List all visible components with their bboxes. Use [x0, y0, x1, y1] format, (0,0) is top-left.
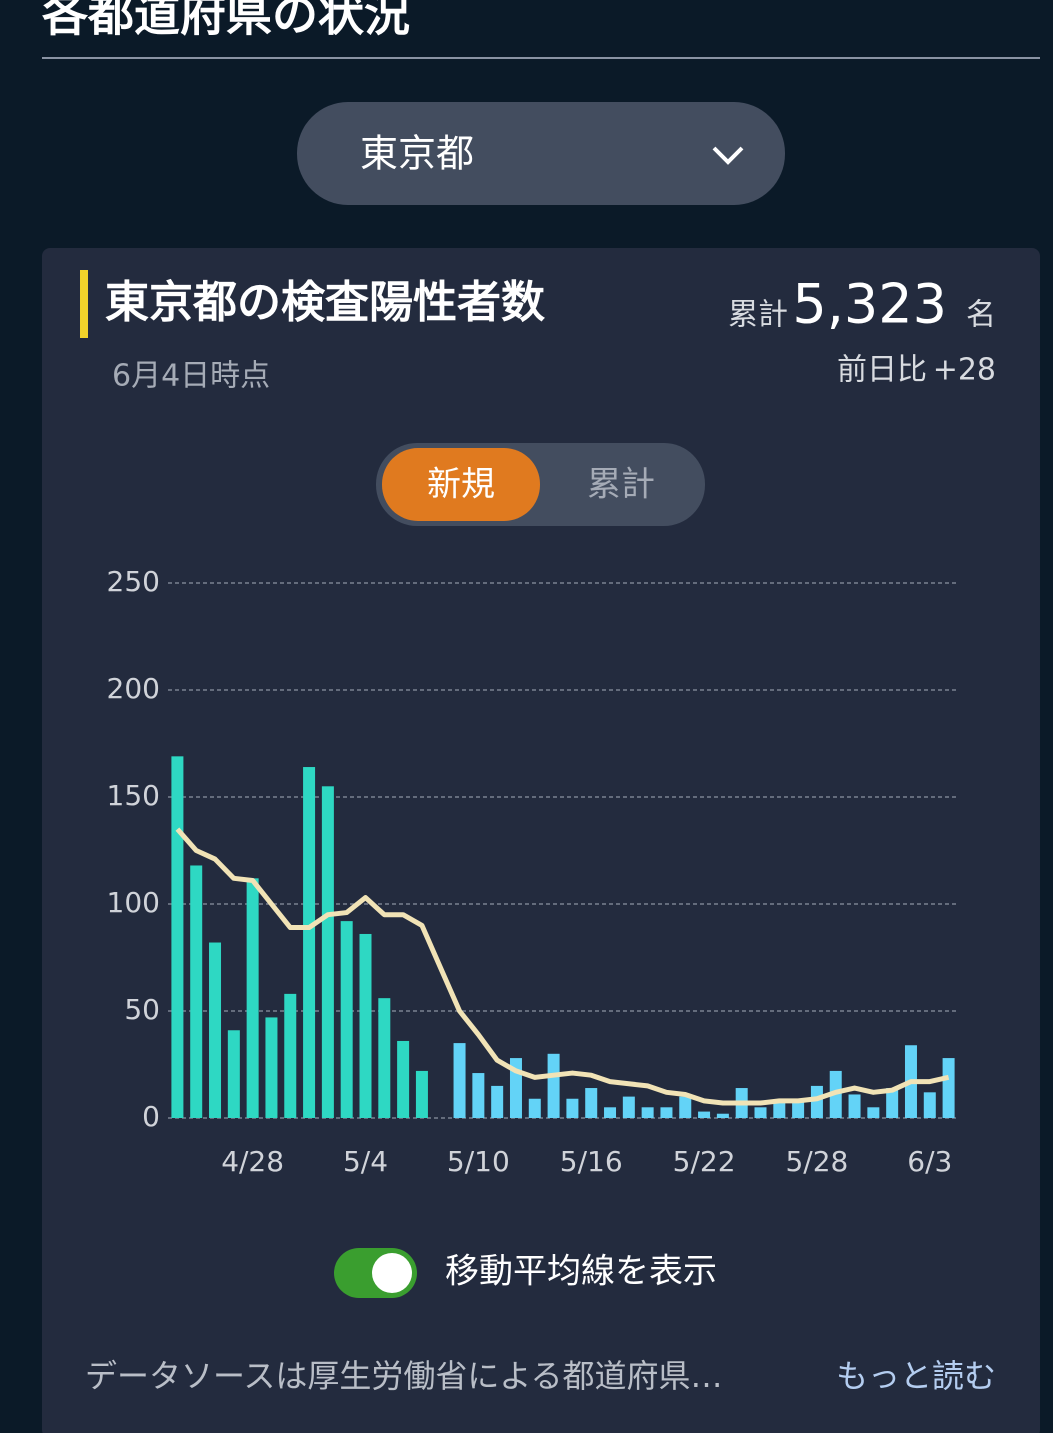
- as-of: 6月4日時点: [112, 359, 270, 394]
- bar: [547, 1053, 560, 1118]
- bar: [171, 756, 184, 1118]
- title-rule: [42, 57, 1040, 59]
- y-tick-label: 0: [142, 1100, 160, 1133]
- bar: [792, 1100, 805, 1118]
- bar: [340, 921, 353, 1118]
- accent-bar: [80, 270, 88, 338]
- y-tick-label: 200: [107, 672, 160, 705]
- bar: [472, 1073, 485, 1118]
- x-tick-label: 5/28: [785, 1145, 848, 1178]
- bar: [622, 1096, 635, 1118]
- bar: [867, 1107, 880, 1118]
- x-tick-label: 5/10: [447, 1145, 510, 1178]
- read-more[interactable]: もっと読む: [836, 1357, 996, 1395]
- toggle-knob[interactable]: [372, 1253, 412, 1293]
- change-label: 前日比: [837, 353, 927, 388]
- bar: [698, 1111, 711, 1118]
- bar: [716, 1113, 729, 1118]
- tab-label[interactable]: 累計: [587, 465, 655, 505]
- bar: [397, 1040, 410, 1118]
- bar: [209, 942, 222, 1118]
- bar: [303, 767, 316, 1118]
- bar: [227, 1030, 240, 1118]
- bar: [585, 1088, 598, 1118]
- x-tick-label: 6/3: [907, 1145, 952, 1178]
- bar: [284, 993, 297, 1118]
- x-tick-label: 4/28: [221, 1145, 284, 1178]
- bar: [923, 1092, 936, 1118]
- bar: [190, 865, 203, 1118]
- total-unit: 名: [966, 298, 996, 333]
- bar: [566, 1098, 579, 1118]
- bar: [378, 998, 391, 1118]
- bar: [359, 933, 372, 1118]
- moving-average-line: [175, 827, 950, 1106]
- change-value: +28: [933, 353, 996, 388]
- chevron: [712, 146, 744, 165]
- bar: [453, 1043, 466, 1118]
- y-tick-label: 100: [107, 886, 160, 919]
- bar: [660, 1107, 673, 1118]
- y-tick-label: 150: [107, 779, 160, 812]
- x-tick-label: 5/22: [673, 1145, 736, 1178]
- bar: [754, 1107, 767, 1118]
- bar: [604, 1107, 617, 1118]
- tab-active[interactable]: [382, 448, 540, 521]
- select-value: 東京都: [360, 132, 474, 176]
- source-note: データソースは厚生労働省による都道府県…: [85, 1357, 722, 1395]
- bar: [679, 1096, 692, 1118]
- bar: [415, 1070, 428, 1118]
- bar: [265, 1017, 278, 1118]
- bar: [848, 1094, 861, 1118]
- bar: [491, 1085, 504, 1118]
- x-tick-label: 5/16: [560, 1145, 623, 1178]
- bar: [641, 1107, 654, 1118]
- bar: [942, 1058, 955, 1118]
- x-tick-label: 5/4: [343, 1145, 388, 1178]
- bar: [321, 786, 334, 1118]
- bar: [246, 878, 259, 1118]
- bar: [528, 1098, 541, 1118]
- y-tick-label: 250: [107, 565, 160, 598]
- toggle-label: 移動平均線を表示: [445, 1252, 717, 1292]
- card: [42, 248, 1040, 1433]
- prefecture-select[interactable]: [297, 102, 785, 205]
- total-value: 5,323: [792, 273, 947, 336]
- bar: [773, 1100, 786, 1118]
- y-tick-label: 50: [124, 993, 160, 1026]
- tab-label[interactable]: 新規: [427, 465, 495, 505]
- card-title: 東京都の検査陽性者数: [105, 277, 545, 328]
- bar: [810, 1085, 823, 1118]
- page-title: 各都道府県の状況: [42, 0, 410, 42]
- bar: [886, 1088, 899, 1118]
- total-label: 累計: [728, 298, 788, 333]
